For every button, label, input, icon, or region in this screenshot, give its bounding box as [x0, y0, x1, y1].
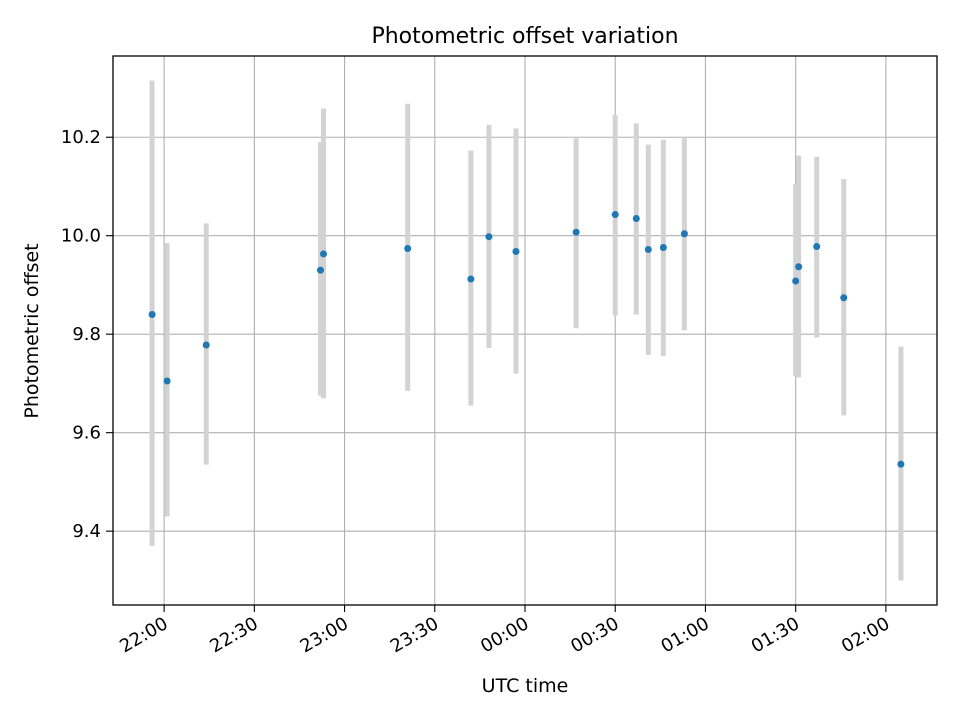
data-point — [795, 263, 803, 271]
data-point — [644, 246, 652, 254]
y-tick-label: 10.2 — [61, 127, 101, 148]
data-point — [840, 294, 848, 302]
errorbars — [149, 80, 904, 581]
data-point — [320, 250, 328, 258]
x-tick-label: 22:00 — [116, 613, 171, 657]
x-tick-label: 01:00 — [658, 613, 713, 657]
x-tick-label: 00:00 — [477, 613, 532, 657]
data-point — [659, 244, 667, 252]
x-axis-ticks: 22:00 22:30 23:00 23:30 00:00 00:30 01:00 01:30… — [116, 605, 893, 657]
data-point — [632, 214, 640, 222]
y-tick-label: 10.0 — [61, 226, 101, 247]
data-point — [813, 243, 821, 251]
data-point — [148, 310, 156, 318]
chart-title: Photometric offset variation — [371, 24, 678, 49]
data-point — [467, 275, 475, 283]
data-point — [317, 266, 325, 274]
grid — [113, 56, 937, 605]
x-tick-label: 01:30 — [748, 613, 803, 657]
markers — [148, 211, 905, 468]
x-tick-label: 23:30 — [387, 613, 442, 657]
x-tick-label: 00:30 — [567, 613, 622, 657]
data-point — [792, 277, 800, 285]
y-tick-label: 9.4 — [72, 521, 101, 542]
data-point — [485, 233, 493, 241]
y-tick-label: 9.6 — [72, 423, 101, 444]
y-axis-label: Photometric offset — [21, 243, 43, 418]
x-tick-label: 23:00 — [297, 613, 352, 657]
y-tick-label: 9.8 — [72, 324, 101, 345]
data-point — [163, 377, 171, 385]
data-point — [680, 230, 688, 238]
data-point — [572, 228, 580, 236]
x-axis-label: UTC time — [482, 675, 569, 697]
data-point — [404, 245, 412, 253]
x-tick-label: 22:30 — [206, 613, 261, 657]
data-point — [202, 341, 210, 349]
data-point — [611, 211, 619, 219]
x-tick-label: 02:00 — [838, 613, 893, 657]
data-point — [897, 460, 905, 468]
y-axis-ticks: 9.4 9.6 9.8 10.0 10.2 — [61, 127, 113, 542]
data-point — [512, 247, 520, 255]
